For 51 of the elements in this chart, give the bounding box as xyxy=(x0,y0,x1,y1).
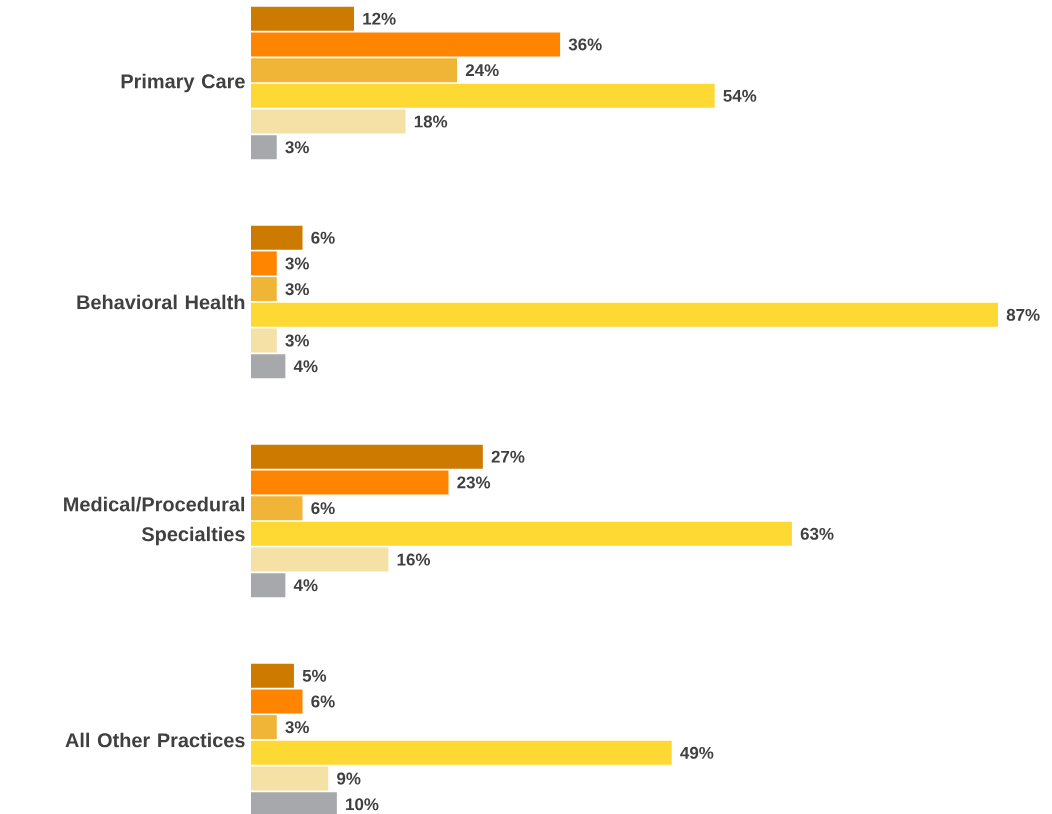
y-tick-label: Medical/Procedural Specialties xyxy=(64,496,245,546)
data-label: 3% xyxy=(285,721,309,734)
y-tick-label: Primary Care xyxy=(121,73,245,93)
data-label: 18% xyxy=(414,115,448,128)
bar xyxy=(251,444,483,469)
y-tick-label: All Other Practices xyxy=(65,732,245,748)
bar xyxy=(251,32,561,57)
bar xyxy=(251,547,389,572)
bar xyxy=(251,83,715,108)
bar xyxy=(251,277,277,302)
bar xyxy=(251,496,303,521)
bar xyxy=(251,328,277,353)
data-label: 27% xyxy=(491,450,525,463)
bar xyxy=(251,251,277,276)
data-label: 9% xyxy=(337,772,361,785)
data-label: 24% xyxy=(465,64,499,77)
data-label: 3% xyxy=(285,257,309,270)
bar xyxy=(251,6,355,31)
data-label: 63% xyxy=(800,527,834,540)
bar xyxy=(251,740,672,765)
bar xyxy=(251,109,406,134)
bar xyxy=(251,302,998,327)
data-label: 54% xyxy=(723,89,757,102)
data-label: 5% xyxy=(302,669,327,682)
y-tick-label: Behavioral Health xyxy=(77,294,245,310)
data-label: 16% xyxy=(397,553,431,566)
bar xyxy=(251,58,458,83)
bar xyxy=(251,715,277,740)
data-label: 6% xyxy=(311,502,335,515)
bar xyxy=(251,573,286,598)
data-label: 4% xyxy=(293,360,318,373)
data-label: 6% xyxy=(311,231,335,244)
bar xyxy=(251,135,277,160)
data-label: 3% xyxy=(285,334,309,347)
bar xyxy=(251,470,449,495)
data-label: 87% xyxy=(1006,308,1040,321)
data-label: 3% xyxy=(285,283,309,296)
data-label: 6% xyxy=(311,695,335,708)
data-label: 12% xyxy=(363,12,396,25)
bar xyxy=(251,225,303,250)
bar xyxy=(251,689,303,714)
bar xyxy=(251,521,792,546)
data-label: 3% xyxy=(285,141,309,154)
data-label: 36% xyxy=(568,38,602,51)
data-label: 10% xyxy=(346,798,379,811)
data-label: 4% xyxy=(293,579,318,592)
data-label: 49% xyxy=(680,746,714,759)
bar xyxy=(251,354,286,379)
bar xyxy=(251,663,294,688)
bar xyxy=(251,766,329,791)
data-label: 23% xyxy=(457,476,491,489)
